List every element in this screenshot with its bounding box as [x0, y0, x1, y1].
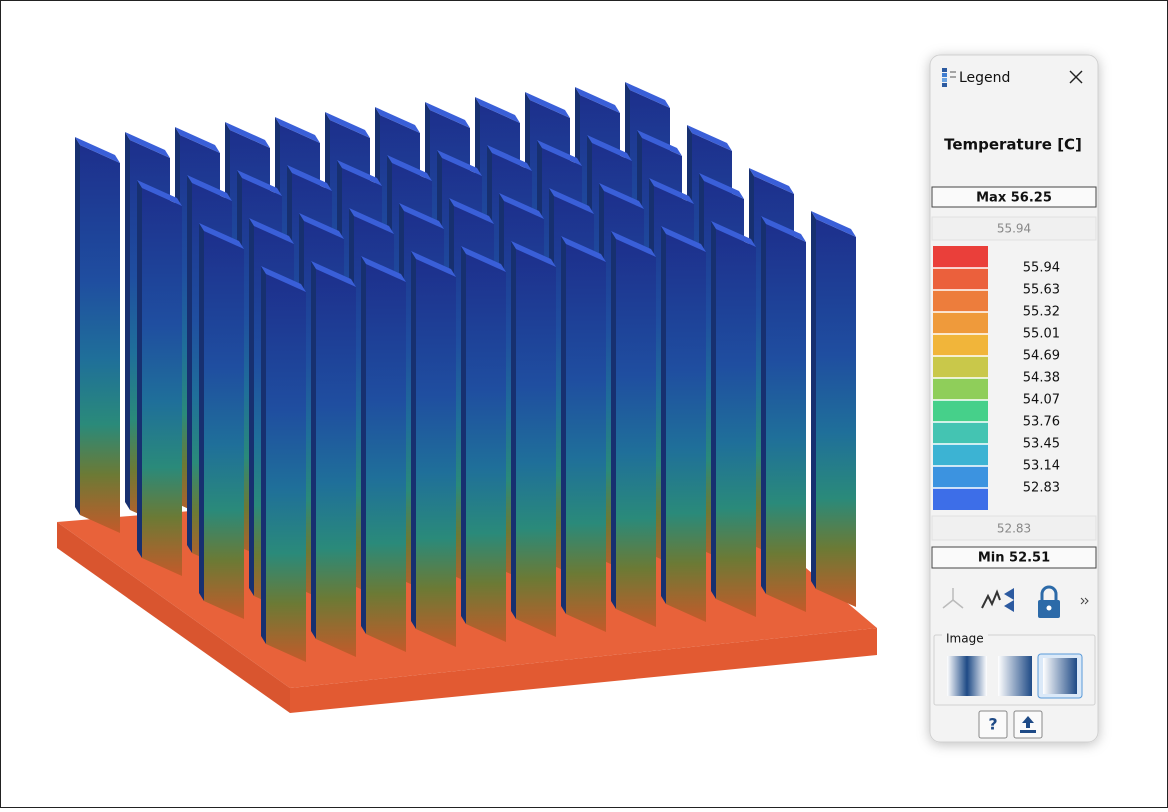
fin — [316, 269, 356, 657]
fin-side — [411, 251, 416, 629]
fin — [266, 274, 306, 662]
color-swatch — [933, 356, 988, 378]
fin-side — [249, 218, 254, 596]
color-swatch — [933, 312, 988, 334]
scale-label: 55.01 — [1023, 327, 1060, 342]
scale-label: 54.69 — [1023, 349, 1060, 364]
fin — [80, 145, 120, 533]
color-swatch — [933, 466, 988, 488]
fin — [142, 188, 182, 576]
color-swatch — [933, 334, 988, 356]
fin — [666, 234, 706, 622]
fin-side — [461, 246, 466, 624]
fin — [766, 224, 806, 612]
scale-label: 52.83 — [1023, 481, 1060, 496]
fin-side — [311, 261, 316, 639]
fin-side — [261, 266, 266, 644]
fin-side — [561, 236, 566, 614]
scale-label: 55.63 — [1023, 283, 1060, 298]
fin-side — [761, 216, 766, 594]
fin-side — [75, 137, 80, 515]
fin — [366, 264, 406, 652]
image-style-button[interactable] — [947, 656, 987, 696]
image-label: Image — [946, 632, 984, 646]
scale-label: 54.38 — [1023, 371, 1060, 386]
lower-bound: 52.83 — [997, 522, 1031, 536]
fin-side — [199, 223, 204, 601]
fin-side — [811, 211, 816, 589]
fin — [204, 231, 244, 619]
color-swatch — [933, 378, 988, 400]
scale-label: 54.07 — [1023, 393, 1060, 408]
help-text: ? — [988, 715, 997, 734]
fin-side — [125, 132, 130, 510]
fin — [716, 229, 756, 617]
scale-label: 53.76 — [1023, 415, 1060, 430]
upper-bound: 55.94 — [997, 222, 1031, 236]
max-value: Max 56.25 — [976, 191, 1052, 206]
fin — [466, 254, 506, 642]
panel-title: Legend — [959, 70, 1010, 86]
min-value: Min 52.51 — [978, 551, 1050, 566]
fin — [566, 244, 606, 632]
fin-side — [511, 241, 516, 619]
color-swatch — [933, 488, 988, 510]
fin — [816, 219, 856, 607]
fin-side — [187, 175, 192, 553]
scale-label: 53.45 — [1023, 437, 1060, 452]
scale-label: 55.94 — [1023, 261, 1060, 276]
image-style-button[interactable] — [998, 656, 1032, 696]
color-swatch — [933, 246, 988, 268]
quantity-title: Temperature [C] — [944, 136, 1082, 154]
fin-side — [137, 180, 142, 558]
fin — [416, 259, 456, 647]
color-swatch — [933, 444, 988, 466]
fin-side — [611, 231, 616, 609]
scale-label: 53.14 — [1023, 459, 1060, 474]
fin-side — [361, 256, 366, 634]
fin — [516, 249, 556, 637]
scale-label: 55.32 — [1023, 305, 1060, 320]
color-swatch — [933, 268, 988, 290]
image-style-swatch — [1043, 658, 1077, 694]
color-swatch — [933, 422, 988, 444]
heat-sink-render — [57, 82, 877, 713]
fin-side — [711, 221, 716, 599]
color-swatch — [933, 290, 988, 312]
legend-panel: Legend Temperature [C] Max 56.25 55.94 5… — [930, 55, 1098, 742]
screen: Legend Temperature [C] Max 56.25 55.94 5… — [0, 0, 1168, 808]
fin-side — [661, 226, 666, 604]
color-swatch — [933, 400, 988, 422]
fin — [616, 239, 656, 627]
